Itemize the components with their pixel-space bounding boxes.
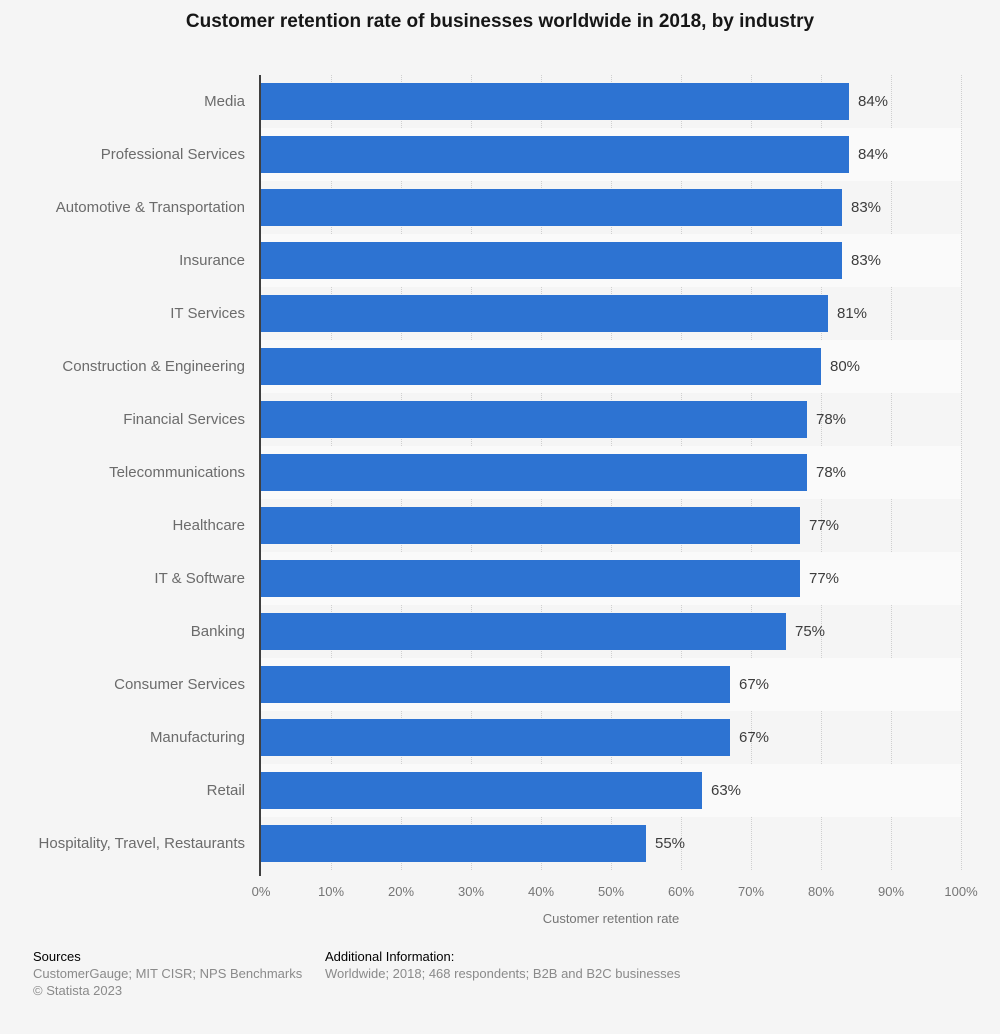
bar[interactable] <box>261 348 821 385</box>
bar[interactable] <box>261 560 800 597</box>
x-tick-label: 100% <box>944 884 978 899</box>
bar[interactable] <box>261 666 730 703</box>
bar-row: Consumer Services 67% <box>114 658 961 711</box>
bar[interactable] <box>261 295 828 332</box>
bar-value-label: 75% <box>795 623 826 640</box>
category-label: Hospitality, Travel, Restaurants <box>38 835 245 852</box>
bar-row: Automotive & Transportation 83% <box>56 181 961 234</box>
bar-row: IT & Software 77% <box>154 552 961 605</box>
bar[interactable] <box>261 613 786 650</box>
bar-value-label: 67% <box>739 676 770 693</box>
bar-row: Professional Services 84% <box>101 128 961 181</box>
x-tick-label: 80% <box>807 884 835 899</box>
bar-value-label: 78% <box>816 411 847 428</box>
bar-row: Banking 75% <box>191 605 961 658</box>
bar-value-label: 55% <box>655 835 686 852</box>
bar-value-label: 77% <box>809 517 840 534</box>
category-label: Telecommunications <box>109 464 245 481</box>
category-label: Media <box>204 93 245 110</box>
sources-line: CustomerGauge; MIT CISR; NPS Benchmarks <box>33 966 303 981</box>
bar[interactable] <box>261 507 800 544</box>
category-label: IT Services <box>170 305 245 322</box>
bar-value-label: 67% <box>739 729 770 746</box>
category-label: Retail <box>206 782 245 799</box>
category-label: IT & Software <box>154 570 245 587</box>
bar-value-label: 80% <box>830 358 861 375</box>
bar[interactable] <box>261 825 646 862</box>
chart-title: Customer retention rate of businesses wo… <box>185 11 815 32</box>
bar-value-label: 78% <box>816 464 847 481</box>
bar[interactable] <box>261 401 807 438</box>
bar-value-label: 84% <box>858 146 889 163</box>
bar-row: Hospitality, Travel, Restaurants 55% <box>39 817 961 870</box>
gridline <box>961 75 962 870</box>
footer-sources: Sources CustomerGauge; MIT CISR; NPS Ben… <box>33 948 302 999</box>
bar[interactable] <box>261 242 842 279</box>
category-label: Financial Services <box>123 411 245 428</box>
x-tick-label: 60% <box>667 884 695 899</box>
bar[interactable] <box>261 454 807 491</box>
plot-area: Media 84% Professional Services 84% Auto… <box>39 75 962 870</box>
bar-value-label: 83% <box>851 252 882 269</box>
x-tick-label: 10% <box>317 884 345 899</box>
bar-row: Healthcare 77% <box>172 499 961 552</box>
sources-heading: Sources <box>33 949 81 964</box>
statista-copyright: © Statista 2023 <box>33 983 123 998</box>
x-tick-label: 30% <box>457 884 485 899</box>
bar-row: Financial Services 78% <box>123 393 961 446</box>
category-label: Manufacturing <box>149 729 245 746</box>
additional-information-line: Worldwide; 2018; 468 respondents; B2B an… <box>325 966 681 981</box>
bar-value-label: 83% <box>851 199 882 216</box>
bar[interactable] <box>261 83 849 120</box>
x-tick-label: 20% <box>387 884 415 899</box>
bar-value-label: 84% <box>858 93 889 110</box>
category-label: Automotive & Transportation <box>55 199 245 216</box>
bar[interactable] <box>261 772 702 809</box>
bar[interactable] <box>261 719 730 756</box>
category-label: Insurance <box>179 252 245 269</box>
footer-additional-information: Additional Information: Worldwide; 2018;… <box>325 948 680 982</box>
x-tick-label: 70% <box>737 884 765 899</box>
category-label: Consumer Services <box>114 676 245 693</box>
x-tick-label: 0% <box>251 884 271 899</box>
bar-value-label: 81% <box>837 305 868 322</box>
bar-value-label: 77% <box>809 570 840 587</box>
category-label: Banking <box>190 623 245 640</box>
bar-row: IT Services 81% <box>170 287 961 340</box>
x-axis-title: Customer retention rate <box>542 911 680 926</box>
bar-row: Manufacturing 67% <box>150 711 961 764</box>
bar[interactable] <box>261 189 842 226</box>
bar-row: Retail 63% <box>207 764 961 817</box>
x-tick-label: 90% <box>877 884 905 899</box>
category-label: Professional Services <box>100 146 245 163</box>
bar-row: Media 84% <box>204 75 961 128</box>
bar-row: Construction & Engineering 80% <box>62 340 961 393</box>
y-axis-line <box>259 75 261 876</box>
bar[interactable] <box>261 136 849 173</box>
x-tick-label: 50% <box>597 884 625 899</box>
bar-value-label: 63% <box>711 782 742 799</box>
x-tick-label: 40% <box>527 884 555 899</box>
additional-information-heading: Additional Information: <box>325 949 455 964</box>
category-label: Construction & Engineering <box>62 358 245 375</box>
bar-row: Insurance 83% <box>179 234 961 287</box>
category-label: Healthcare <box>172 517 245 534</box>
bar-row: Telecommunications 78% <box>109 446 961 499</box>
